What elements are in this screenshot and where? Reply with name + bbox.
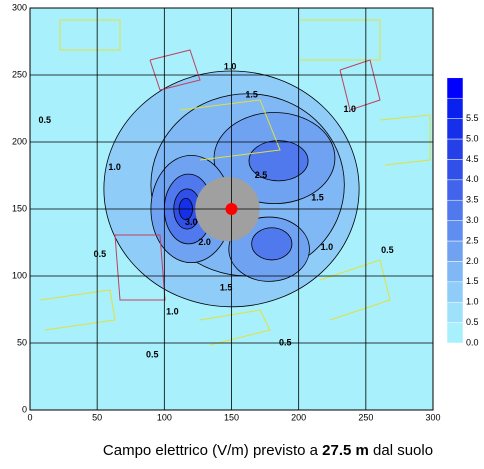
x-tick-label: 150: [224, 412, 239, 422]
colorbar-box: [446, 322, 464, 344]
caption: Campo elettrico (V/m) previsto a 27.5 m …: [103, 442, 433, 459]
colorbar-box: [446, 159, 464, 181]
y-tick-label: 50: [17, 337, 27, 347]
colorbar-box: [446, 118, 464, 140]
contour-label: 1.0: [321, 242, 334, 252]
contour-label: 0.5: [381, 245, 394, 255]
colorbar-box: [446, 179, 464, 201]
x-tick-label: 200: [291, 412, 306, 422]
colorbar-label: 2.5: [466, 235, 479, 245]
colorbar-label: 0.0: [466, 337, 479, 347]
colorbar-label: 4.0: [466, 174, 479, 184]
contour-label: 2.0: [198, 237, 211, 247]
contour-label: 0.5: [39, 115, 52, 125]
colorbar-box: [446, 97, 464, 119]
colorbar-box: [446, 261, 464, 283]
colorbar-box: [446, 220, 464, 242]
contour-label: 1.0: [166, 307, 179, 317]
contour-label: 3.0: [185, 217, 198, 227]
colorbar-label: 3.5: [466, 195, 479, 205]
colorbar-box: [446, 240, 464, 262]
colorbar-label: 4.5: [466, 154, 479, 164]
y-tick-label: 250: [12, 69, 27, 79]
x-tick-label: 100: [157, 412, 172, 422]
contour-label: 1.0: [108, 162, 121, 172]
y-tick-label: 100: [12, 270, 27, 280]
colorbar-label: 3.0: [466, 215, 479, 225]
colorbar-label: 0.5: [466, 317, 479, 327]
contour-label: 1.5: [311, 193, 324, 203]
contour-label: 0.5: [146, 349, 159, 359]
colorbar-label: 1.0: [466, 297, 479, 307]
caption-prefix: Campo elettrico (V/m) previsto a: [103, 442, 322, 459]
contour-region: [248, 140, 309, 182]
y-tick-label: 0: [22, 404, 27, 414]
contour-label: 2.5: [255, 170, 268, 180]
contour-label: 0.5: [279, 337, 292, 347]
contour-label: 1.0: [224, 61, 237, 71]
x-tick-label: 250: [358, 412, 373, 422]
x-tick-label: 300: [425, 412, 440, 422]
y-tick-label: 300: [12, 2, 27, 12]
x-tick-label: 0: [27, 412, 32, 422]
y-tick-label: 150: [12, 203, 27, 213]
caption-suffix: dal suolo: [369, 442, 433, 459]
colorbar-label: 5.5: [466, 113, 479, 123]
x-tick-label: 50: [92, 412, 102, 422]
overlay: 0 50 100 150 200 250 300 0 50 100 150 200 250 300 1.0 0…: [12, 2, 479, 422]
colorbar-label: 5.0: [466, 133, 479, 143]
source-point: [225, 203, 238, 215]
colorbar-box: [446, 301, 464, 323]
contour-region: [251, 227, 293, 261]
colorbar-label: 1.5: [466, 276, 479, 286]
caption-height: 27.5 m: [322, 442, 369, 459]
building-outlines: [39, 19, 431, 346]
colorbar-label: 2.0: [466, 256, 479, 266]
contour-label: 0.5: [94, 249, 107, 259]
colorbar-box: [446, 199, 464, 221]
colorbar-box: [446, 281, 464, 303]
y-tick-label: 200: [12, 136, 27, 146]
contour-label: 1.5: [220, 282, 233, 292]
colorbar-box: [446, 77, 464, 99]
contour-label: 1.0: [343, 104, 356, 114]
contour-label: 1.5: [245, 89, 258, 99]
colorbar-box: [446, 138, 464, 160]
